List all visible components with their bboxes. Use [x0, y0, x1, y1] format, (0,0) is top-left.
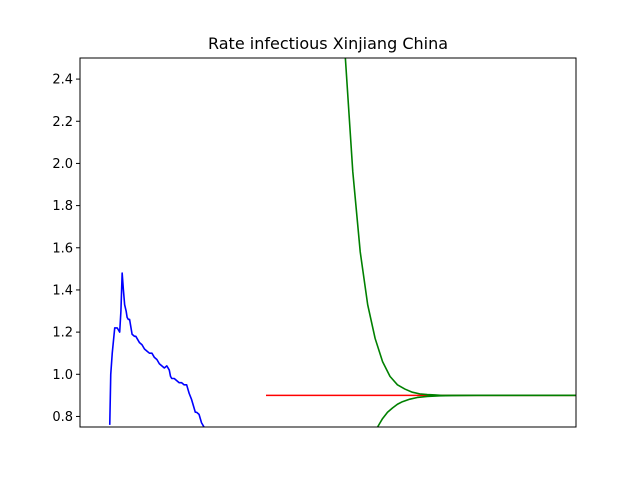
plot-frame: [79, 57, 577, 428]
series-line-4: [376, 394, 576, 427]
chart-title: Rate infectious Xinjiang China: [208, 34, 448, 53]
y-tick-label: 1.8: [52, 199, 73, 214]
series-line-3: [344, 58, 576, 397]
series-layer: [108, 58, 576, 427]
y-tick-label: 2.2: [52, 115, 73, 130]
y-tick-label: 1.0: [52, 368, 73, 383]
y-tick-label: 1.6: [52, 241, 73, 256]
y-tick-label: 0.8: [52, 410, 73, 425]
series-line-1: [108, 272, 205, 427]
y-tick-label: 1.4: [52, 283, 73, 298]
y-axis: 0.8 1.0 1.2 1.4 1.6 1.8 2.0 2.2 2.4: [52, 73, 80, 425]
y-tick-label: 2.4: [52, 73, 73, 88]
y-tick-label: 2.0: [52, 157, 73, 172]
y-tick-label: 1.2: [52, 326, 73, 341]
